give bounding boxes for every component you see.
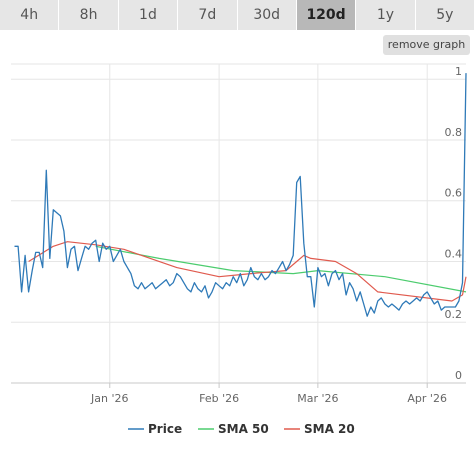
legend-item-sma-20[interactable]: SMA 20: [284, 422, 355, 436]
legend-label: SMA 20: [304, 422, 355, 436]
tab-7d[interactable]: 7d: [178, 0, 238, 30]
timeframe-tabs: 4h 8h 1d 7d 30d 120d 1y 5y: [0, 0, 474, 30]
y-axis: 0 0.2 0.4 0.6 0.8 1: [445, 65, 463, 382]
tab-1d[interactable]: 1d: [119, 0, 179, 30]
y-tick-label: 0: [455, 369, 462, 382]
tab-4h[interactable]: 4h: [0, 0, 60, 30]
y-tick-label: 0.6: [445, 187, 463, 200]
legend-item-price[interactable]: Price: [128, 422, 182, 436]
series-line-price: [14, 73, 467, 317]
y-tick-label: 0.8: [445, 126, 463, 139]
legend-item-sma-50[interactable]: SMA 50: [198, 422, 269, 436]
x-axis: Jan '26 Feb '26 Mar '26 Apr '26: [11, 382, 466, 405]
y-tick-label: 0.4: [445, 247, 463, 260]
tab-8h[interactable]: 8h: [59, 0, 119, 30]
x-tick-label: Apr '26: [407, 392, 447, 405]
legend-label: SMA 50: [218, 422, 269, 436]
series-lines: [14, 73, 467, 317]
x-tick-label: Feb '26: [199, 392, 239, 405]
x-tick-label: Mar '26: [297, 392, 338, 405]
tab-120d[interactable]: 120d: [296, 0, 357, 30]
legend-label: Price: [148, 422, 182, 436]
y-tick-label: 1: [455, 65, 462, 78]
series-line-sma-50: [95, 245, 467, 293]
tab-30d[interactable]: 30d: [238, 0, 297, 30]
tab-1y[interactable]: 1y: [356, 0, 416, 30]
tab-5y[interactable]: 5y: [436, 7, 454, 23]
legend: Price SMA 50 SMA 20: [128, 422, 355, 436]
remove-graph-button[interactable]: remove graph: [383, 35, 470, 55]
y-tick-label: 0.2: [445, 308, 463, 321]
grid: [11, 63, 466, 384]
x-tick-label: Jan '26: [90, 392, 128, 405]
